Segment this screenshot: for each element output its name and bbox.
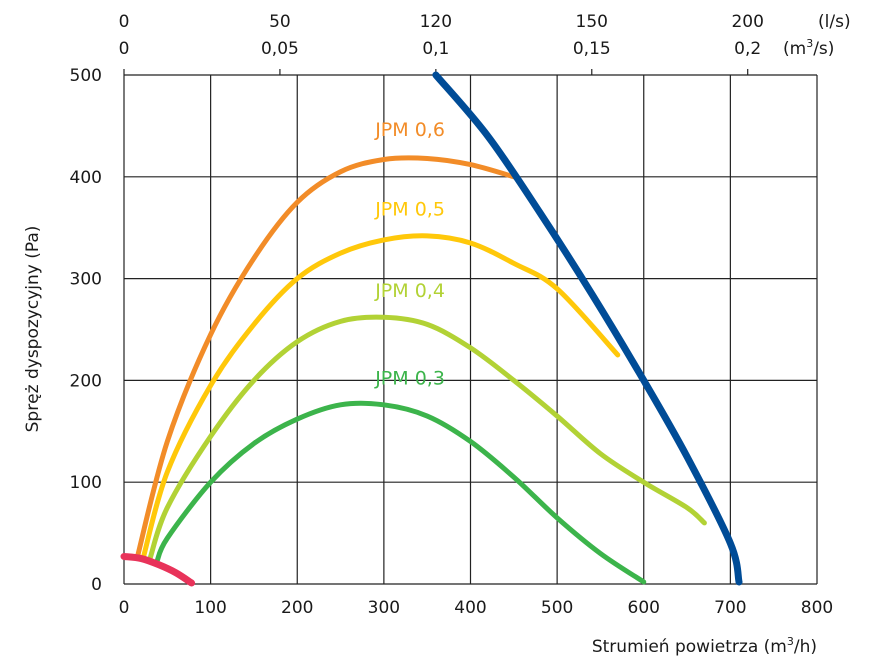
- series-group: [120, 71, 743, 587]
- x-tick-label: 600: [628, 598, 660, 618]
- top-tick-label-ls: 0: [119, 12, 130, 32]
- x-tick-label: 100: [194, 598, 226, 618]
- top-tick-label-m3s: 0,1: [422, 39, 449, 59]
- x-tick-label: 0: [119, 598, 130, 618]
- top-tick-label-m3s: 0: [119, 39, 130, 59]
- series-labels: JPM 0,6 JPM 0,5 JPM 0,4 JPM 0,3: [374, 119, 445, 389]
- top-tick-label-ls: 50: [269, 12, 291, 32]
- series-line-jpm-0-5: [140, 233, 621, 562]
- y-tick-label: 300: [70, 270, 102, 290]
- series-line-min: [120, 553, 196, 587]
- y-tick-label: 100: [70, 473, 102, 493]
- series-line-jpm-0-3: [154, 400, 647, 585]
- x-tick-labels: 0 100 200 300 400 500 600 700 800: [119, 598, 834, 618]
- series-line-max: [432, 71, 743, 586]
- top-axis-m3s-unit: (m3/s): [783, 37, 834, 59]
- top-axis: 0 50 120 150 200 0 0,05 0,1 0,15 0,2: [119, 12, 764, 59]
- y-tick-label: 400: [70, 168, 102, 188]
- top-axis-ls-unit: (l/s): [818, 12, 851, 32]
- series-label-jpm-0-4: JPM 0,4: [374, 280, 445, 302]
- x-tick-label: 400: [454, 598, 486, 618]
- x-tick-label: 200: [281, 598, 313, 618]
- x-tick-label: 300: [368, 598, 400, 618]
- series-label-jpm-0-3: JPM 0,3: [374, 367, 445, 389]
- top-tick-label-m3s: 0,05: [261, 39, 299, 59]
- grid: [123, 69, 818, 585]
- x-axis-label: Strumień powietrza (m3/h): [592, 635, 817, 657]
- x-tick-label: 800: [801, 598, 833, 618]
- y-tick-labels: 0 100 200 300 400 500: [70, 66, 102, 595]
- top-tick-label-ls: 200: [731, 12, 763, 32]
- series-line-jpm-0-4: [147, 314, 707, 562]
- y-axis-label: Spręż dyspozycyjny (Pa): [23, 226, 43, 433]
- top-tick-label-m3s: 0,2: [734, 39, 761, 59]
- x-tick-label: 500: [541, 598, 573, 618]
- top-tick-label-ls: 150: [576, 12, 608, 32]
- top-tick-label-m3s: 0,15: [573, 39, 611, 59]
- series-line-jpm-0-6: [134, 155, 517, 562]
- y-tick-label: 200: [70, 371, 102, 391]
- y-tick-label: 0: [91, 575, 102, 595]
- y-tick-label: 500: [70, 66, 102, 86]
- x-tick-label: 700: [714, 598, 746, 618]
- series-label-jpm-0-5: JPM 0,5: [374, 198, 445, 220]
- series-label-jpm-0-6: JPM 0,6: [374, 119, 445, 141]
- top-tick-label-ls: 120: [420, 12, 452, 32]
